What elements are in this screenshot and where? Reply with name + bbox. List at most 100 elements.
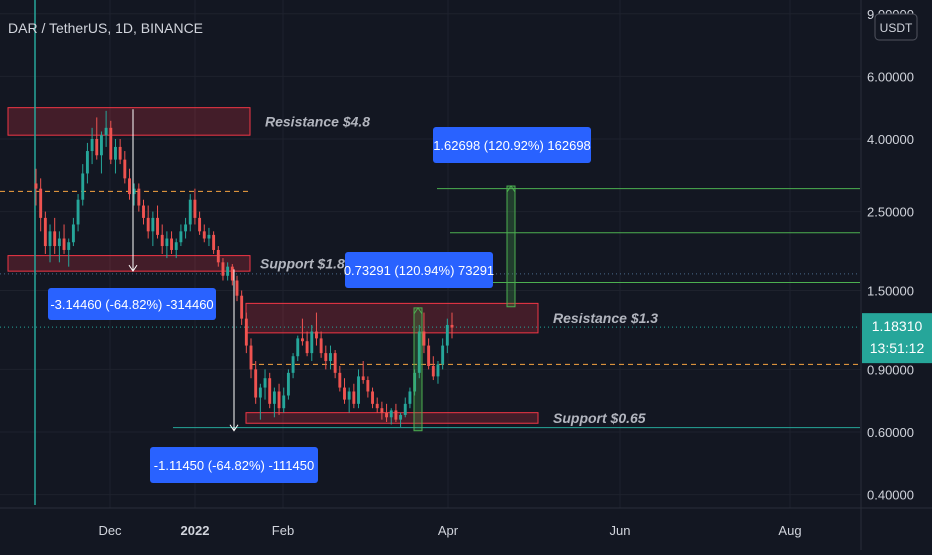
candle-body — [258, 387, 262, 398]
candle-body — [128, 178, 131, 195]
currency-badge[interactable]: USDT — [874, 13, 918, 41]
candle-body — [427, 345, 431, 366]
x-tick-label: Jun — [610, 523, 631, 538]
currency-badge-label: USDT — [880, 21, 913, 35]
measure-arrow — [506, 185, 516, 193]
candle-body — [99, 135, 103, 156]
candle-body — [184, 224, 188, 232]
candle-body — [137, 188, 141, 206]
candle-body — [324, 353, 328, 362]
candle-body — [39, 188, 43, 218]
candle-body — [160, 234, 164, 247]
measure-callout-label: -1.11450 (-64.82%) -111450 — [154, 458, 314, 473]
candle-body — [123, 159, 127, 179]
candle-body — [85, 151, 89, 174]
candle-body — [277, 391, 281, 409]
candle-body — [347, 391, 351, 400]
candle-body — [230, 266, 234, 281]
candle-body — [104, 127, 108, 136]
candle-body — [212, 234, 216, 250]
candle-body — [399, 414, 403, 420]
candle-body — [272, 391, 276, 404]
candle-body — [366, 380, 370, 392]
candle-body — [408, 391, 412, 404]
countdown-timer: 13:51:12 — [870, 340, 925, 356]
candle-body — [296, 338, 300, 357]
x-tick-label: Dec — [98, 523, 122, 538]
measure-callout — [150, 447, 318, 483]
candle-body — [361, 376, 365, 381]
candle-body — [315, 331, 318, 339]
y-tick-label: 4.00000 — [867, 132, 914, 147]
candle-body — [198, 217, 202, 232]
candle-body — [329, 353, 332, 362]
measure-arrow — [229, 424, 239, 432]
measure-callout — [48, 288, 216, 320]
candle-body — [114, 146, 117, 160]
zone-rect — [7, 107, 251, 136]
y-tick-label: 0.40000 — [867, 488, 914, 503]
measure-range — [413, 307, 423, 432]
y-tick-label: 0.60000 — [867, 425, 914, 440]
zone-label: Resistance $1.3 — [553, 310, 658, 326]
candle-body — [90, 139, 94, 152]
candle-body — [371, 391, 374, 404]
zone-labels-layer: Resistance $4.8 Support $1.8 Resistance $1… — [260, 113, 658, 426]
candle-body — [441, 345, 445, 365]
x-tick-label: Apr — [438, 523, 459, 538]
measure-callout — [345, 252, 493, 288]
candle-body — [71, 224, 75, 243]
candles-layer — [34, 110, 454, 427]
candle-body — [235, 280, 239, 296]
candle-body — [319, 338, 323, 354]
horizontal-lines-layer — [0, 188, 860, 429]
measure-callout-label: -3.14460 (-64.82%) -314460 — [50, 297, 213, 312]
chart-title: DAR / TetherUS, 1D, BINANCE — [8, 20, 203, 36]
candle-body — [375, 403, 379, 409]
candle-body — [244, 318, 248, 346]
candle-body — [445, 324, 449, 346]
candle-body — [202, 231, 206, 239]
y-tick-label: 2.50000 — [867, 205, 914, 220]
zone-label: Support $0.65 — [553, 410, 646, 426]
candle-body — [403, 403, 407, 415]
measure-callout — [433, 127, 591, 163]
candle-body — [300, 338, 304, 342]
candle-body — [305, 341, 309, 354]
candle-body — [151, 217, 155, 232]
candle-body — [62, 238, 66, 250]
candle-body — [67, 242, 71, 250]
measurements-layer: -3.14460 (-64.82%) -314460 -1.11450 (-64.… — [48, 109, 591, 483]
candle-body — [34, 183, 38, 189]
x-tick-label: Aug — [778, 523, 801, 538]
candle-body — [226, 266, 230, 276]
candle-body — [165, 238, 169, 247]
x-tick-label: 2022 — [181, 523, 210, 538]
candle-body — [310, 331, 314, 354]
measure-range — [506, 185, 516, 308]
candle-body — [254, 369, 258, 398]
candle-body — [343, 387, 346, 400]
candle-body — [53, 231, 57, 247]
candle-body — [48, 231, 52, 247]
candle-body — [142, 205, 145, 218]
x-tick-label: Feb — [272, 523, 294, 538]
zone-label: Support $1.8 — [260, 255, 345, 271]
candle-body — [193, 199, 197, 218]
candle-body — [109, 127, 113, 160]
candle-body — [333, 353, 337, 373]
y-tick-label: 6.00000 — [867, 69, 914, 84]
candle-body — [263, 378, 267, 388]
candle-body — [417, 331, 421, 373]
candle-body — [81, 173, 85, 200]
candle-body — [413, 372, 417, 392]
candle-body — [291, 356, 295, 373]
candle-body — [146, 217, 150, 232]
candle-body — [207, 234, 211, 239]
measure-arrow — [413, 307, 423, 315]
candle-body — [216, 249, 220, 263]
time-axis[interactable]: Dec 2022 Feb Apr Jun Aug — [0, 507, 932, 538]
measure-callout-label: 1.62698 (120.92%) 162698 — [433, 138, 591, 153]
candle-body — [385, 412, 389, 418]
